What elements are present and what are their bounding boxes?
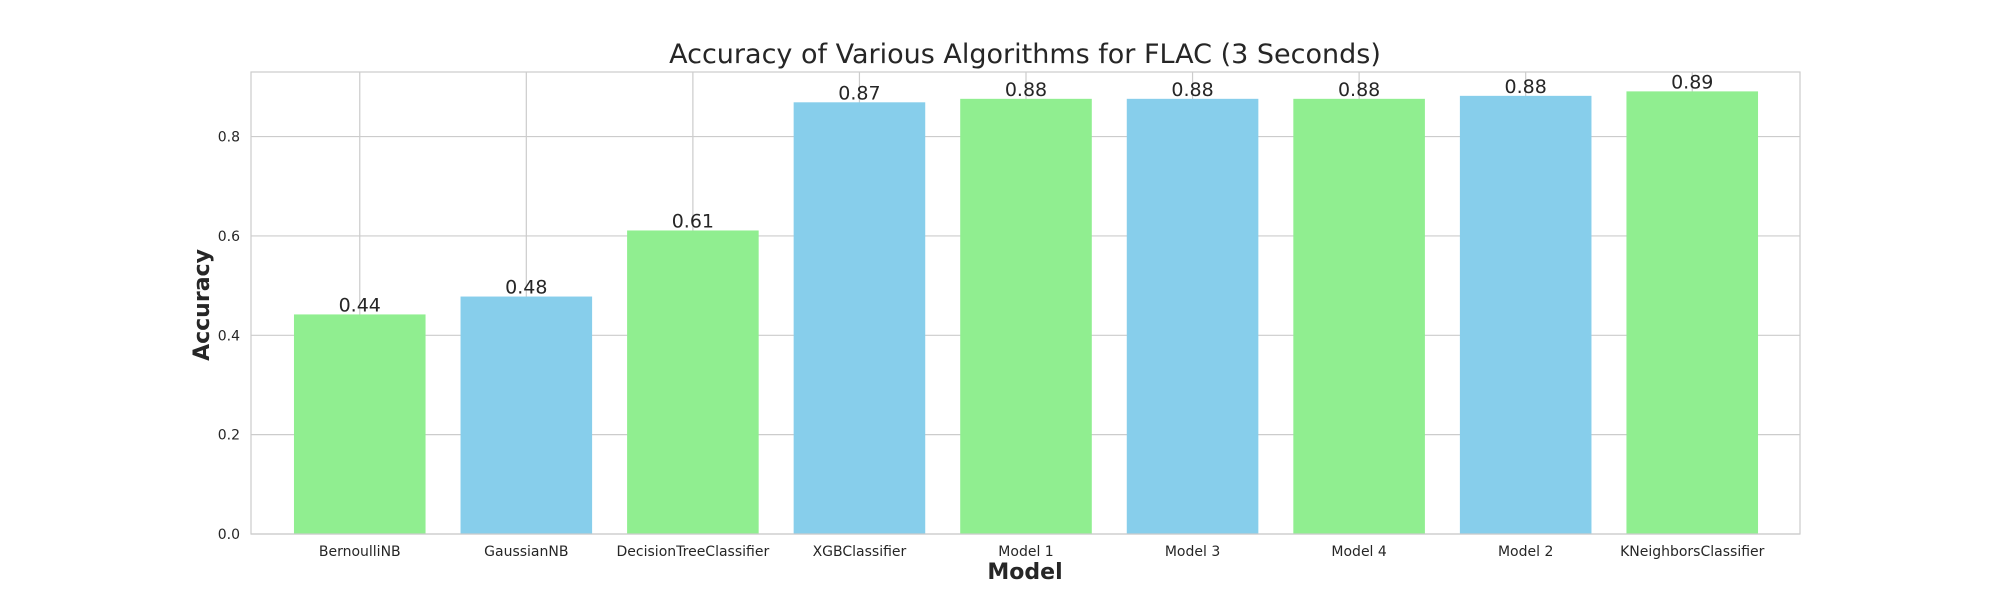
x-tick-label: DecisionTreeClassifier xyxy=(617,544,770,560)
data-label: 0.61 xyxy=(672,210,714,232)
chart-title: Accuracy of Various Algorithms for FLAC … xyxy=(669,39,1381,70)
y-tick-label: 0.8 xyxy=(218,130,240,146)
x-axis-label: Model xyxy=(987,560,1062,585)
y-axis-ticks: 0.0 0.2 0.4 0.6 0.8 xyxy=(218,130,240,543)
data-label: 0.87 xyxy=(838,82,880,104)
y-tick-label: 0.0 xyxy=(218,527,240,543)
bar xyxy=(793,102,926,534)
x-tick-label: Model 3 xyxy=(1165,544,1220,560)
x-tick-label: Model 4 xyxy=(1331,544,1386,560)
x-tick-label: GaussianNB xyxy=(484,544,568,560)
data-labels: 0.44 0.48 0.61 0.87 0.88 0.88 0.88 0.88 0.89 xyxy=(339,71,1714,316)
data-label: 0.88 xyxy=(1338,79,1380,101)
data-label: 0.88 xyxy=(1171,79,1213,101)
bar xyxy=(293,314,426,534)
bar xyxy=(1626,91,1759,534)
x-tick-label: KNeighborsClassifier xyxy=(1620,544,1765,560)
bar xyxy=(1293,98,1425,534)
data-label: 0.88 xyxy=(1505,76,1547,98)
data-label: 0.88 xyxy=(1005,79,1047,101)
x-tick-label: XGBClassifier xyxy=(813,544,907,560)
y-tick-label: 0.4 xyxy=(218,328,240,344)
bars xyxy=(293,91,1759,535)
bar xyxy=(460,296,593,534)
bar xyxy=(960,98,1092,534)
x-tick-label: BernoulliNB xyxy=(319,544,401,560)
data-label: 0.48 xyxy=(505,277,547,299)
x-tick-label: Model 2 xyxy=(1498,544,1553,560)
y-axis-label: Accuracy xyxy=(190,249,215,361)
bar xyxy=(627,230,759,535)
y-tick-label: 0.6 xyxy=(218,229,240,245)
data-label: 0.89 xyxy=(1671,71,1713,93)
y-tick-label: 0.2 xyxy=(218,428,240,444)
bar xyxy=(1126,98,1259,534)
x-tick-label: Model 1 xyxy=(998,544,1053,560)
bar xyxy=(1459,95,1592,535)
plot-frame xyxy=(250,71,1801,535)
x-axis-ticks: BernoulliNB GaussianNB DecisionTreeClassif… xyxy=(319,544,1765,560)
data-label: 0.44 xyxy=(339,294,381,316)
